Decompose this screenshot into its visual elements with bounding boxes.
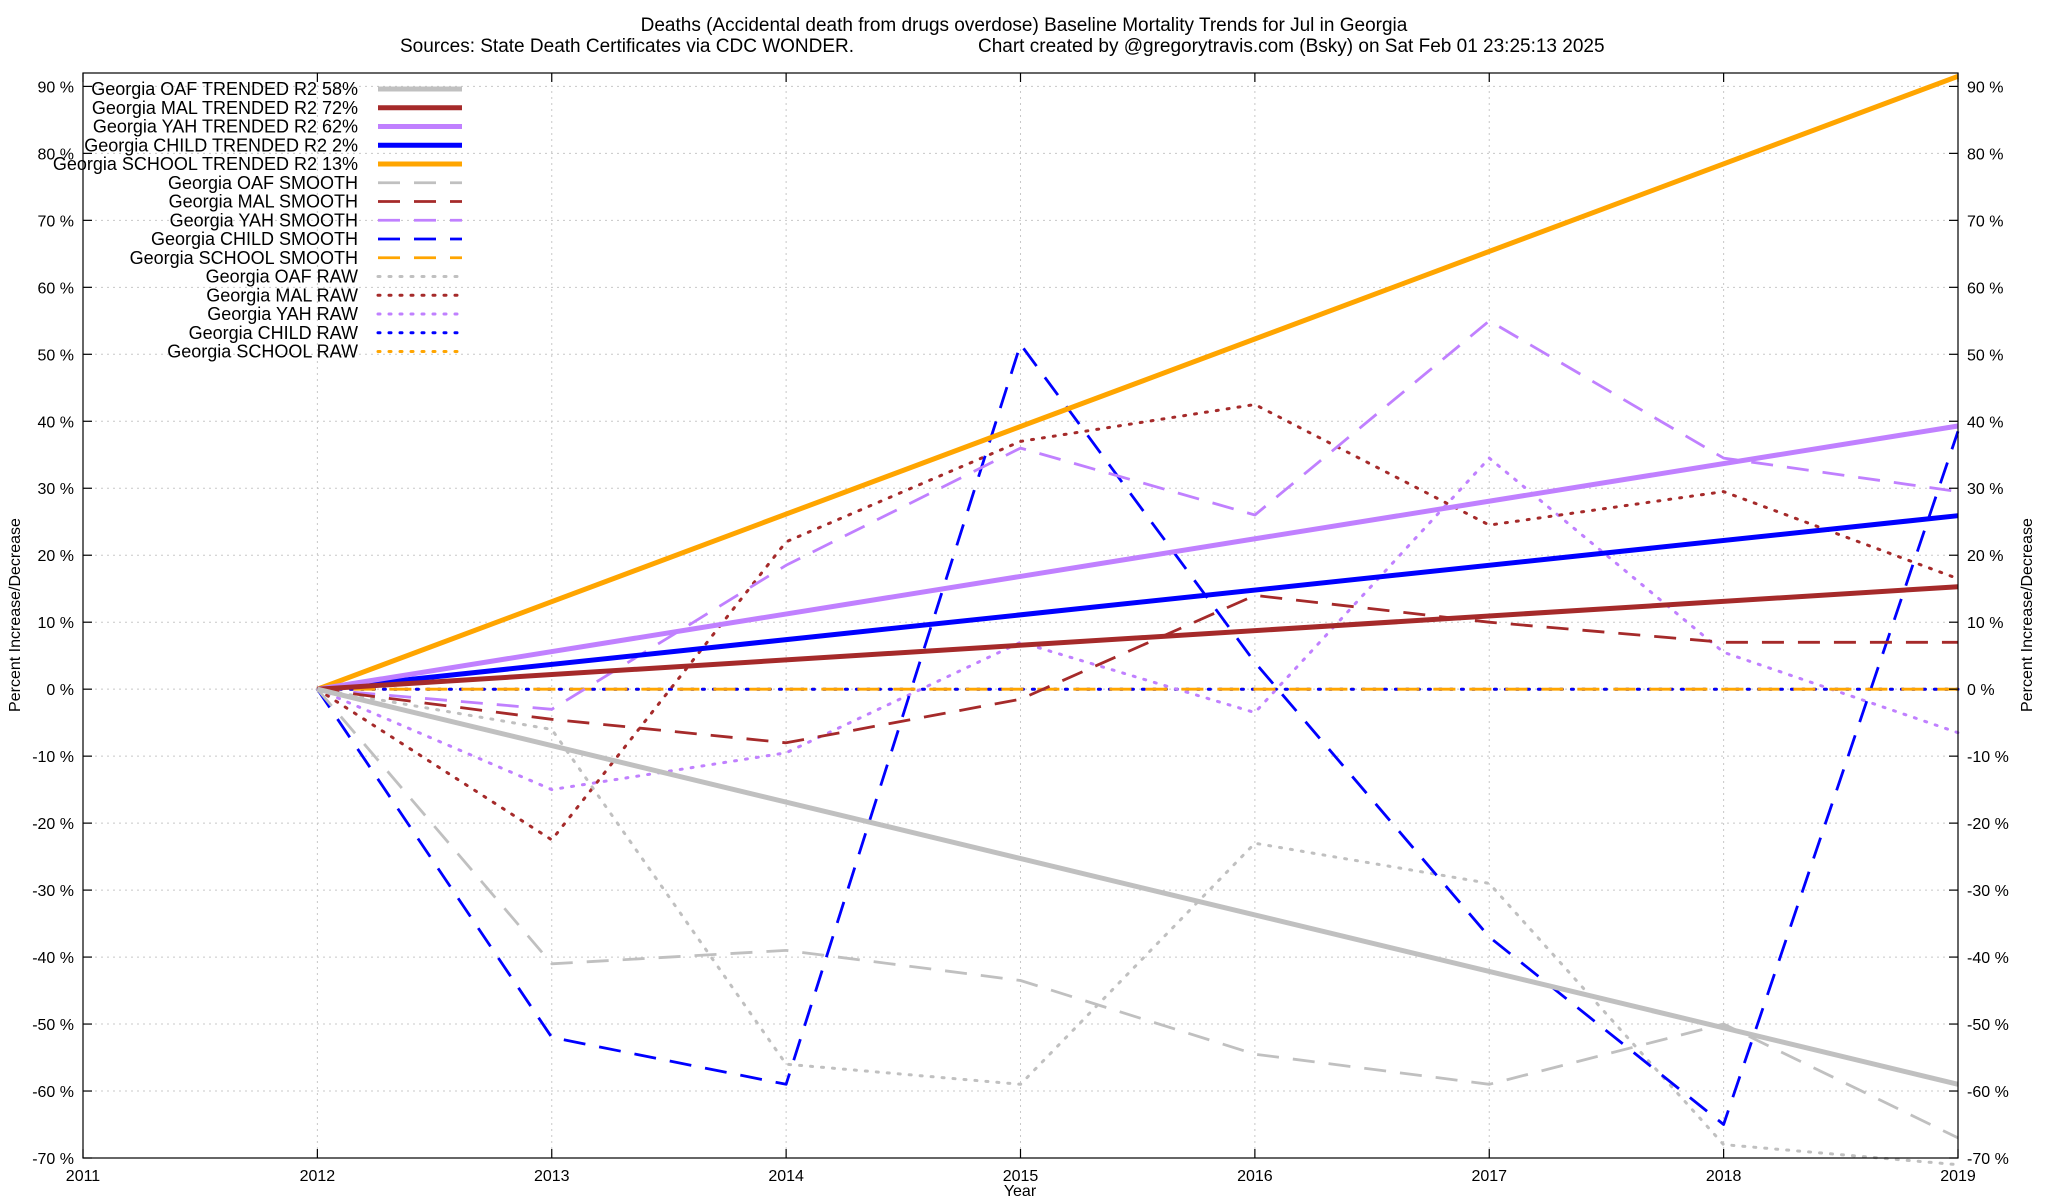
series-line-georgia-mal-trended-r2-72 xyxy=(317,584,1959,692)
y2-tick-label: 0 % xyxy=(1967,682,1995,699)
legend-label-georgia-mal-smooth: Georgia MAL SMOOTH xyxy=(169,192,358,212)
x-axis-title: Year xyxy=(1004,1183,1037,1200)
chart-title: Deaths (Accidental death from drugs over… xyxy=(641,15,1408,36)
y-tick-label: 0 % xyxy=(46,682,74,699)
y-tick-label: -70 % xyxy=(32,1151,74,1168)
legend-label-georgia-child-trended-r2-2: Georgia CHILD TRENDED R2 2% xyxy=(84,135,358,155)
legend-label-georgia-school-trended-r2-13: Georgia SCHOOL TRENDED R2 13% xyxy=(53,154,358,174)
grid xyxy=(83,73,1958,1159)
y2-tick-label: -10 % xyxy=(1967,749,2009,766)
y-tick-label: 20 % xyxy=(38,548,74,565)
y-tick-label: -10 % xyxy=(32,749,74,766)
x-tick-label: 2015 xyxy=(1003,1168,1039,1185)
series-line-georgia-yah-raw xyxy=(315,456,1960,792)
y2-tick-label: -60 % xyxy=(1967,1084,2009,1101)
x-tick-label: 2013 xyxy=(534,1168,570,1185)
y-tick-label: -60 % xyxy=(32,1084,74,1101)
y2-tick-label: 50 % xyxy=(1967,347,2003,364)
y-tick-label: -20 % xyxy=(32,816,74,833)
y-tick-label: 10 % xyxy=(38,615,74,632)
x-tick-label: 2017 xyxy=(1471,1168,1507,1185)
y-tick-label: 80 % xyxy=(38,146,74,163)
x-tick-label: 2011 xyxy=(66,1168,101,1185)
y-tick-label: 60 % xyxy=(38,280,74,297)
axis-ticks: 2011 2012 2013 2014 2015 2016 2017 2018 2019-70 … xyxy=(32,73,2009,1185)
legend-label-georgia-school-raw: Georgia SCHOOL RAW xyxy=(167,342,358,362)
plot-series xyxy=(315,73,1960,1167)
legend-label-georgia-oaf-smooth: Georgia OAF SMOOTH xyxy=(168,173,358,193)
legend-label-georgia-child-raw: Georgia CHILD RAW xyxy=(189,323,358,343)
series-line-georgia-oaf-smooth xyxy=(316,688,1959,1140)
series-line-georgia-oaf-raw xyxy=(315,687,1960,1167)
legend-label-georgia-mal-raw: Georgia MAL RAW xyxy=(206,285,358,305)
y2-tick-label: -70 % xyxy=(1967,1151,2009,1168)
x-tick-label: 2014 xyxy=(768,1168,804,1185)
y-tick-label: -30 % xyxy=(32,883,74,900)
y2-tick-label: -40 % xyxy=(1967,950,2009,967)
series-line-georgia-child-smooth xyxy=(316,342,1960,1126)
chart-subtitle-credit: Chart created by @gregorytravis.com (Bsk… xyxy=(978,36,1605,57)
series-line-georgia-child-trended-r2-2 xyxy=(317,513,1959,692)
legend-label-georgia-school-smooth: Georgia SCHOOL SMOOTH xyxy=(130,248,358,268)
y2-tick-label: -50 % xyxy=(1967,1017,2009,1034)
legend-label-georgia-mal-trended-r2-72: Georgia MAL TRENDED R2 72% xyxy=(92,98,358,118)
y-tick-label: 50 % xyxy=(38,347,74,364)
chart-subtitle-sources: Sources: State Death Certificates via CD… xyxy=(400,36,854,57)
y2-axis-title: Percent Increase/Decrease xyxy=(2019,518,2036,712)
legend-label-georgia-oaf-trended-r2-58: Georgia OAF TRENDED R2 58% xyxy=(91,79,358,99)
y-tick-label: 90 % xyxy=(38,79,74,96)
y2-tick-label: 30 % xyxy=(1967,481,2003,498)
series-line-georgia-mal-smooth xyxy=(317,594,1958,745)
legend-label-georgia-yah-smooth: Georgia YAH SMOOTH xyxy=(170,210,358,230)
legend-label-georgia-yah-trended-r2-62: Georgia YAH TRENDED R2 62% xyxy=(93,117,358,137)
y-axis-title: Percent Increase/Decrease xyxy=(7,518,24,712)
y-tick-label: -40 % xyxy=(32,950,74,967)
series-line-georgia-yah-trended-r2-62 xyxy=(317,423,1959,692)
y-tick-label: 30 % xyxy=(38,481,74,498)
x-tick-label: 2018 xyxy=(1706,1168,1742,1185)
x-tick-label: 2016 xyxy=(1237,1168,1273,1185)
y2-tick-label: 40 % xyxy=(1967,414,2003,431)
y-tick-label: 40 % xyxy=(38,414,74,431)
y2-tick-label: -20 % xyxy=(1967,816,2009,833)
series-line-georgia-mal-raw xyxy=(315,403,1960,842)
series-line-georgia-oaf-trended-r2-58 xyxy=(316,686,1959,1087)
legend: Georgia OAF TRENDED R2 58%Georgia MAL TR… xyxy=(53,79,464,362)
y2-tick-label: 10 % xyxy=(1967,615,2003,632)
y2-tick-label: -30 % xyxy=(1967,883,2009,900)
y-tick-label: 70 % xyxy=(38,213,74,230)
legend-label-georgia-child-smooth: Georgia CHILD SMOOTH xyxy=(151,229,358,249)
legend-label-georgia-yah-raw: Georgia YAH RAW xyxy=(207,304,358,324)
y2-tick-label: 80 % xyxy=(1967,146,2003,163)
y2-tick-label: 20 % xyxy=(1967,548,2003,565)
x-tick-label: 2019 xyxy=(1940,1168,1976,1185)
x-tick-label: 2012 xyxy=(300,1168,336,1185)
y-tick-label: -50 % xyxy=(32,1017,74,1034)
y2-tick-label: 90 % xyxy=(1967,79,2003,96)
series-line-georgia-school-trended-r2-13 xyxy=(316,73,1959,692)
y2-tick-label: 60 % xyxy=(1967,280,2003,297)
legend-label-georgia-oaf-raw: Georgia OAF RAW xyxy=(206,267,358,287)
y2-tick-label: 70 % xyxy=(1967,213,2003,230)
